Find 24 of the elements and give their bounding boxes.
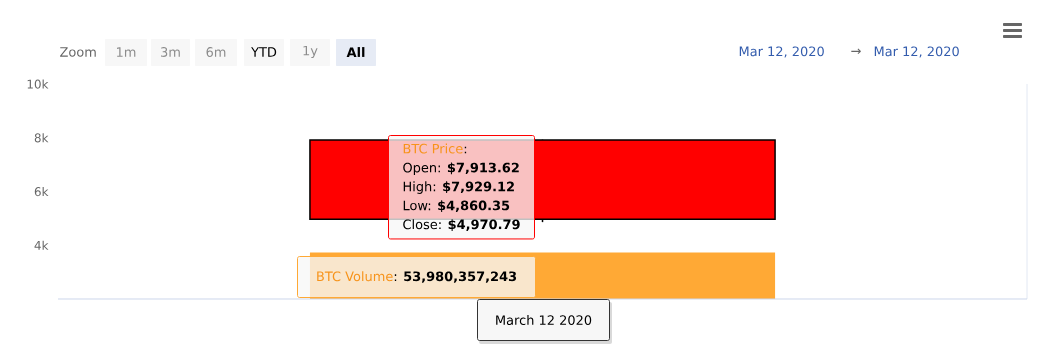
y-tick-label: 10k xyxy=(27,79,49,89)
data-label: 53,980,357,243 xyxy=(404,271,517,283)
text: March 12 2020 xyxy=(496,314,592,326)
text: 1m xyxy=(117,47,136,57)
text: YTD xyxy=(251,47,277,57)
text: Mar 12, 2020 xyxy=(874,46,959,58)
series-label: BTC Volume xyxy=(317,271,393,282)
text: Mar 12, 2020 xyxy=(739,46,824,58)
annotation: Low: $4,860.35 xyxy=(403,200,510,213)
text: 6m xyxy=(206,47,226,57)
text: All xyxy=(346,47,365,57)
annotation: : xyxy=(464,146,467,154)
y-tick-label: 4k xyxy=(34,240,49,250)
annotation: : xyxy=(394,274,397,281)
series-label: BTC Price xyxy=(403,143,463,154)
annotation: Close: $4,970.79 xyxy=(403,219,520,231)
annotation: High: $7,929.12 xyxy=(403,181,514,194)
annotation: Open: $7,913.62 xyxy=(403,162,519,175)
text: 1y xyxy=(303,45,318,59)
text: 3m xyxy=(161,47,180,57)
text: Zoom xyxy=(60,47,96,57)
y-tick-label: 6k xyxy=(34,186,49,197)
y-tick-label: 8k xyxy=(34,133,49,143)
text: → xyxy=(851,48,861,55)
